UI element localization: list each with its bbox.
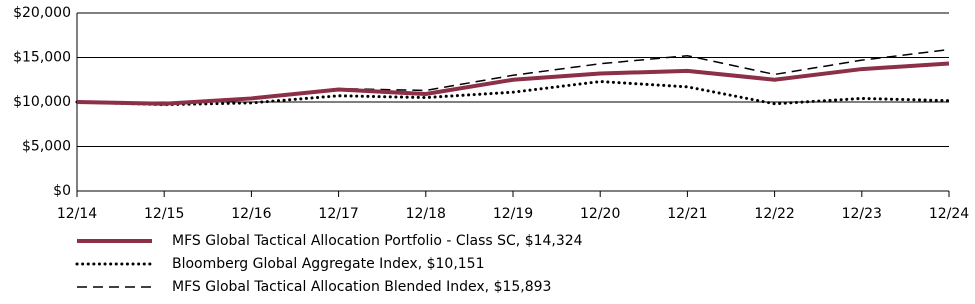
x-tick-label: 12/22	[754, 206, 794, 222]
legend-label: MFS Global Tactical Allocation Portfolio…	[172, 233, 583, 249]
x-tick-label: 12/18	[406, 206, 446, 222]
y-tick-label: $10,000	[13, 94, 71, 110]
x-tick-label: 12/17	[318, 206, 358, 222]
x-tick-label: 12/15	[144, 206, 184, 222]
x-tick-label: 12/20	[580, 206, 620, 222]
y-tick-label: $5,000	[22, 139, 71, 155]
x-tick-label: 12/19	[493, 206, 533, 222]
x-tick-label: 12/16	[231, 206, 271, 222]
series-line	[75, 80, 951, 107]
y-tick-label: $15,000	[13, 50, 71, 66]
x-tick-label: 12/21	[667, 206, 707, 222]
x-tick-label: 12/14	[57, 206, 97, 222]
legend-label: MFS Global Tactical Allocation Blended I…	[172, 279, 551, 295]
series-line	[76, 61, 950, 106]
x-tick-label: 12/24	[929, 206, 969, 222]
y-tick-label: $20,000	[13, 5, 71, 21]
legend-label: Bloomberg Global Aggregate Index, $10,15…	[172, 256, 484, 272]
y-tick-label: $0	[53, 183, 71, 199]
x-tick-label: 12/23	[842, 206, 882, 222]
